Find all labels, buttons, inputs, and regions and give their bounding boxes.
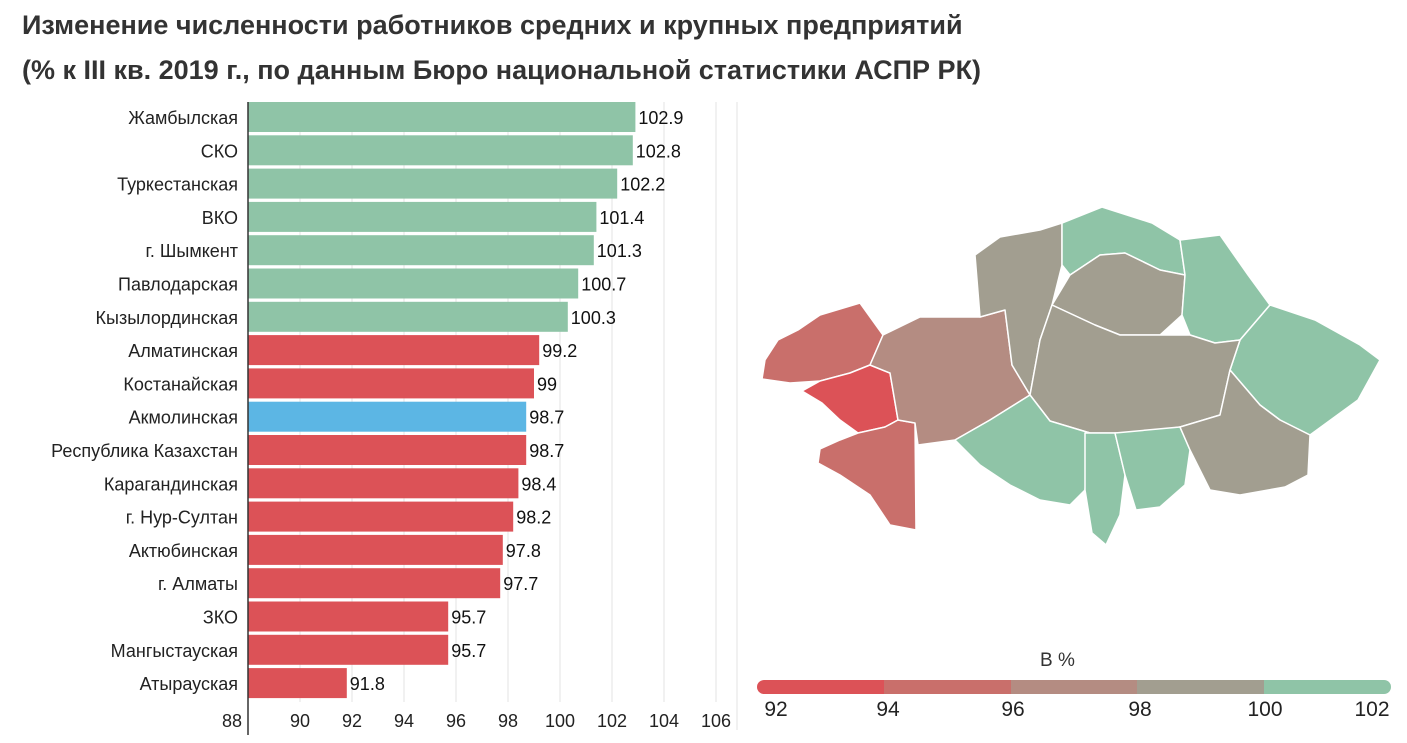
x-tick-label: 104 (649, 711, 679, 731)
category-label: г. Нур-Султан (126, 508, 238, 528)
bar (248, 135, 633, 166)
bar-value-label: 97.8 (506, 541, 541, 561)
bar-value-label: 91.8 (350, 674, 385, 694)
bar (248, 335, 540, 366)
category-label: Кызылординская (96, 308, 238, 328)
bar (248, 301, 568, 332)
legend-tick: 96 (1001, 698, 1025, 721)
legend-tick: 98 (1128, 698, 1152, 721)
bar (248, 501, 514, 532)
bar (248, 534, 503, 565)
bar-value-label: 100.3 (571, 308, 616, 328)
x-tick-label: 96 (446, 711, 466, 731)
legend-tick: 100 (1247, 698, 1283, 721)
bar (248, 634, 449, 665)
legend-color-scale (757, 680, 1391, 694)
bar-value-label: 99.2 (542, 341, 577, 361)
bar-value-label: 98.7 (529, 441, 564, 461)
bar (248, 235, 594, 266)
map-region-kostanay (974, 222, 1063, 396)
legend-tick: 94 (876, 698, 900, 721)
bar-value-label: 97.7 (503, 574, 538, 594)
category-label: СКО (201, 141, 238, 161)
bar (248, 201, 597, 232)
bar-value-label: 98.2 (516, 508, 551, 528)
category-label: Алматинская (128, 341, 238, 361)
category-label: Актюбинская (129, 541, 238, 561)
legend-swatch-3 (1010, 680, 1138, 694)
legend-swatch-5 (1264, 680, 1391, 694)
bar (248, 435, 527, 465)
x-tick-label: 92 (342, 711, 362, 731)
x-tick-label: 100 (545, 711, 575, 731)
bar (248, 268, 579, 299)
category-label: Карагандинская (104, 474, 238, 494)
bar (248, 168, 618, 199)
category-label: г. Алматы (158, 574, 238, 594)
legend-swatch-4 (1137, 680, 1265, 694)
bar-value-label: 102.9 (638, 108, 683, 128)
kazakhstan-map (761, 206, 1381, 546)
bar-value-label: 98.4 (521, 474, 556, 494)
legend-title: В % (1040, 650, 1075, 671)
bar (248, 568, 501, 599)
x-tick-label: 102 (597, 711, 627, 731)
category-label: Мангыстауская (111, 641, 238, 661)
bar-value-label: 102.2 (620, 175, 665, 195)
map-region-mangystau (817, 419, 917, 531)
legend-tick: 92 (764, 698, 788, 721)
category-label: Жамбылская (128, 108, 238, 128)
bar (248, 668, 347, 699)
category-label: ЗКО (203, 608, 238, 628)
bar-chart: 102.9 Жамбылская 102.8 СКО 102.2 Туркестанска… (51, 102, 738, 735)
x-tick-label: 94 (394, 711, 414, 731)
chart-title: Изменение численности работников средних… (22, 10, 963, 40)
bar-value-label: 95.7 (451, 608, 486, 628)
bar-value-label: 100.7 (581, 275, 626, 295)
bar-value-label: 101.3 (597, 241, 642, 261)
legend-swatch-2 (883, 680, 1011, 694)
category-label: Туркестанская (117, 175, 238, 195)
category-label: Павлодарская (118, 275, 238, 295)
chart-subtitle: (% к III кв. 2019 г., по данным Бюро нац… (22, 55, 982, 85)
x-tick-label: 98 (498, 711, 518, 731)
category-label: ВКО (202, 208, 238, 228)
bar (248, 102, 636, 132)
legend-tick: 102 (1354, 698, 1390, 721)
bar-value-label: 102.8 (636, 141, 681, 161)
x-tick-label: 106 (701, 711, 731, 731)
bar (248, 401, 527, 432)
category-label: Республика Казахстан (51, 441, 238, 461)
legend-swatch-1 (757, 680, 884, 694)
category-label: Акмолинская (129, 408, 238, 428)
map-region-almaty (1179, 369, 1311, 496)
category-label: Атырауская (140, 674, 238, 694)
bar-value-label: 99 (537, 374, 557, 394)
bar (248, 468, 519, 499)
x-tick-label: 90 (290, 711, 310, 731)
category-label: г. Шымкент (146, 241, 238, 261)
category-label: Костанайская (123, 374, 238, 394)
bar (248, 368, 534, 399)
bar-value-label: 101.4 (599, 208, 644, 228)
bar-value-label: 95.7 (451, 641, 486, 661)
bar (248, 601, 449, 632)
map-region-zhambyl (1114, 426, 1191, 511)
x-tick-label: 88 (222, 711, 242, 731)
bar-value-label: 98.7 (529, 408, 564, 428)
